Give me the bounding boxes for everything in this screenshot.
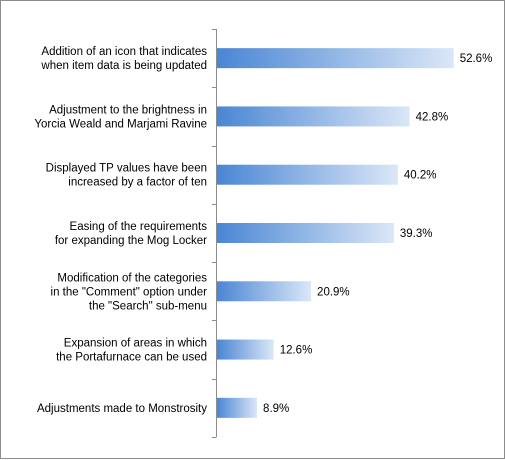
bar [217, 397, 258, 418]
axis-ticks-group [212, 29, 217, 438]
category-label: Adjustments made to Monstrosity [37, 403, 207, 415]
bar [217, 106, 410, 127]
category-label: Modification of the categories in the "Co… [51, 272, 208, 312]
category-labels-group: Addition of an icon that indicates when i… [34, 46, 207, 415]
category-label-line: Yorcia Weald and Marjami Ravine [34, 118, 207, 130]
category-label: Adjustment to the brightness in Yorcia We… [34, 104, 207, 130]
category-label-line: the "Search" sub-menu [89, 300, 207, 312]
category-label-line: in the "Comment" option under [51, 286, 208, 298]
bars-group [217, 48, 454, 418]
category-label-line: Expansion of areas in which [64, 338, 207, 350]
category-label: Expansion of areas in which the Portafurn… [56, 338, 207, 364]
category-label: Displayed TP values have been increased b… [46, 163, 207, 189]
value-label: 39.3% [400, 228, 433, 240]
category-label-line: the Portafurnace can be used [56, 352, 207, 364]
category-label: Addition of an icon that indicates when i… [40, 46, 207, 72]
bar [217, 223, 394, 243]
bar [217, 164, 398, 185]
value-label: 52.6% [460, 53, 493, 65]
category-label-line: Addition of an icon that indicates [41, 46, 207, 58]
value-label: 20.9% [317, 286, 350, 298]
category-label-line: Adjustment to the brightness in [49, 104, 207, 116]
category-label-line: Modification of the categories [57, 272, 207, 284]
bar [217, 48, 454, 69]
category-label-line: when item data is being updated [40, 60, 207, 72]
value-label: 12.6% [280, 345, 313, 357]
category-label: Easing of the requirements for expanding … [55, 221, 207, 247]
category-label-line: Adjustments made to Monstrosity [37, 403, 207, 415]
value-label: 42.8% [416, 111, 449, 123]
bar [217, 339, 274, 360]
value-labels-group: 52.6% 42.8% 40.2% 39.3% 20.9% 12.6% 8.9% [263, 53, 492, 415]
value-label: 8.9% [263, 403, 289, 415]
value-label: 40.2% [404, 170, 437, 182]
category-label-line: Displayed TP values have been [46, 163, 207, 175]
category-label-line: Easing of the requirements [70, 221, 208, 233]
bar [217, 281, 312, 302]
category-label-line: for expanding the Mog Locker [55, 235, 207, 247]
category-label-line: increased by a factor of ten [68, 177, 207, 189]
